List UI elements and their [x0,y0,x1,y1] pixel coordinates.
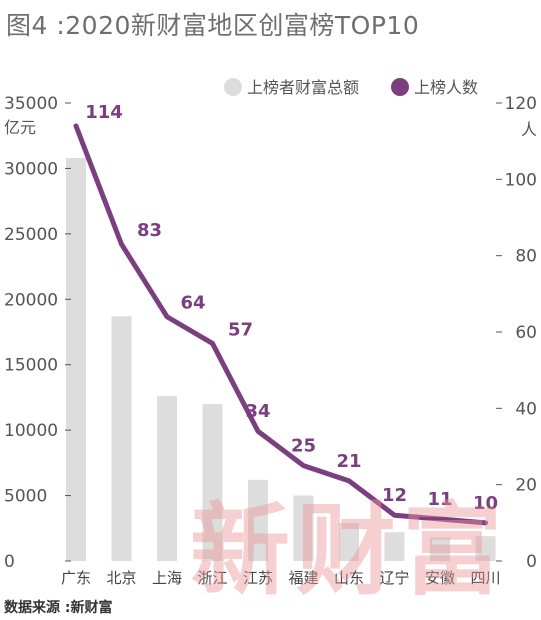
data-label: 57 [228,319,253,340]
category-label: 福建 [288,569,318,587]
right-tick-label: 120 [505,94,537,114]
category-label: 广东 [61,569,91,587]
legend-label-line: 上榜人数 [414,78,478,97]
category-label: 山东 [334,569,364,587]
category-label: 上海 [152,569,182,587]
bar-四川 [475,536,496,561]
data-label: 10 [473,493,498,514]
data-source: 数据来源 :新财富 [4,600,113,616]
data-label: 11 [427,489,452,510]
bars-layer [66,157,496,561]
right-tick-label: 60 [515,323,537,343]
left-tick-label: 5000 [4,487,47,507]
data-label: 64 [180,293,205,314]
right-axis-unit: 人 [521,120,537,139]
bar-浙江 [202,403,223,561]
right-tick-label: 100 [505,170,537,190]
line-layer: 114 83 64 57 34 25 21 12 11 10 [73,102,498,526]
bar-辽宁 [384,532,405,561]
data-label: 12 [382,485,407,506]
category-label: 江苏 [243,569,273,587]
axes-layer: 0 5000 10000 15000 20000 25000 30000 35000 亿元 0 20… [4,94,537,587]
line-series-上榜人数 [73,123,488,526]
left-tick-label: 35000 [4,94,58,114]
legend: 上榜者财富总额 上榜人数 [224,78,478,97]
left-tick-label: 0 [4,552,15,572]
left-tick-label: 10000 [4,421,58,441]
bar-安徽 [430,537,450,561]
bar-广东 [66,157,86,561]
bar-江苏 [248,479,268,561]
data-label: 25 [291,436,316,457]
data-label: 114 [85,102,123,123]
data-label: 34 [245,401,270,422]
right-tick-label: 20 [515,476,537,496]
category-label: 浙江 [197,569,227,587]
category-label: 辽宁 [379,569,409,587]
left-tick-label: 15000 [4,356,58,376]
chart-title: 图4 :2020新财富地区创富榜TOP10 [6,11,420,40]
category-label: 北京 [106,569,136,587]
bar-北京 [111,316,132,561]
bar-福建 [293,495,314,561]
left-axis-unit: 亿元 [4,118,36,137]
right-tick-label: 0 [526,552,537,572]
legend-marker-line [391,78,409,96]
right-tick-label: 80 [515,247,537,267]
left-tick-label: 20000 [4,290,58,310]
legend-label-bar: 上榜者财富总额 [247,78,359,97]
bar-上海 [157,396,177,561]
left-tick-label: 30000 [4,159,58,179]
data-label: 83 [137,220,162,241]
left-tick-label: 25000 [4,225,58,245]
category-label: 安徽 [425,569,455,587]
bar-山东 [339,523,359,561]
legend-marker-bar [224,78,242,96]
category-label: 四川 [470,569,500,587]
watermark-logo: 新财富 [190,491,508,609]
data-label: 21 [336,451,361,472]
right-tick-label: 40 [515,399,537,419]
